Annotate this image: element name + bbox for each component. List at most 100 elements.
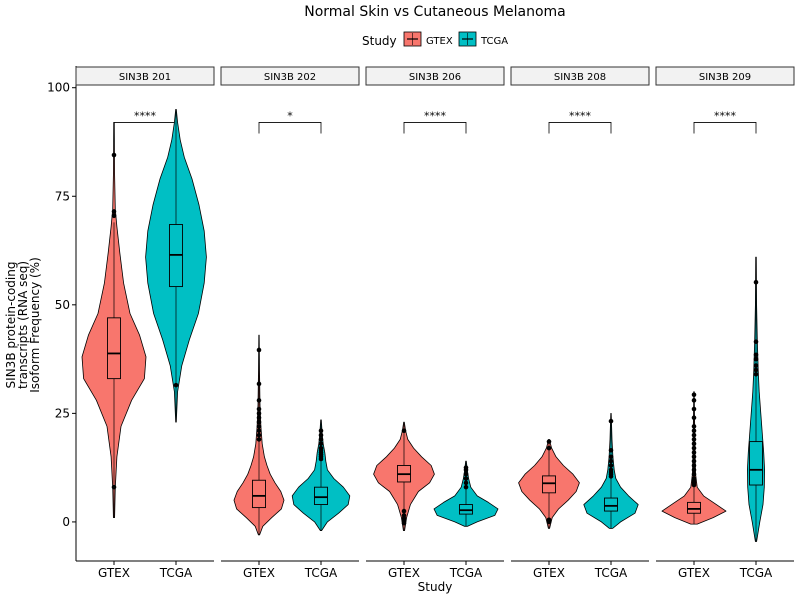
x-tick-label: GTEX bbox=[98, 566, 130, 580]
outlier-point bbox=[753, 279, 759, 285]
violin-tcga bbox=[145, 109, 207, 423]
violin-gtex bbox=[81, 122, 147, 518]
outlier-point bbox=[318, 441, 324, 447]
panel-sin3b-202: SIN3B 202 * GTEX TCGA bbox=[220, 66, 360, 580]
box bbox=[604, 497, 618, 512]
outlier-point bbox=[463, 484, 469, 490]
y-tick-label: 100 bbox=[47, 81, 70, 95]
facet-strip bbox=[220, 66, 360, 86]
outlier-point bbox=[691, 454, 697, 460]
box bbox=[542, 475, 556, 494]
outlier-point bbox=[111, 484, 117, 490]
outlier-point bbox=[546, 439, 552, 444]
outlier-point bbox=[691, 476, 697, 481]
facet-strip bbox=[365, 66, 505, 86]
x-tick-label: TCGA bbox=[304, 566, 338, 580]
outlier-point bbox=[691, 450, 697, 455]
significance-bracket bbox=[113, 122, 177, 134]
facet-strip-label: SIN3B 206 bbox=[409, 72, 461, 83]
legend-label: GTEX bbox=[426, 36, 453, 47]
outlier-point bbox=[691, 398, 697, 403]
legend-item-tcga: TCGA bbox=[458, 31, 508, 47]
outlier-point bbox=[608, 418, 614, 424]
box bbox=[252, 479, 266, 509]
significance-bracket bbox=[693, 122, 757, 134]
outlier-point bbox=[256, 411, 262, 416]
facet-strip bbox=[655, 66, 795, 86]
y-axis: 0 25 50 75 100 bbox=[47, 66, 77, 561]
outlier-point bbox=[256, 432, 262, 438]
outlier-point bbox=[608, 467, 614, 473]
box bbox=[749, 441, 763, 486]
x-tick-label: GTEX bbox=[533, 566, 565, 580]
y-axis-label-line-1: SIN3B protein-coding bbox=[4, 262, 18, 389]
significance-label: **** bbox=[134, 109, 157, 122]
outlier-point bbox=[463, 471, 469, 477]
x-tick-label: GTEX bbox=[243, 566, 275, 580]
outlier-point bbox=[753, 356, 759, 362]
outlier-point bbox=[318, 428, 324, 434]
y-tick-label: 25 bbox=[55, 406, 70, 420]
y-tick-label: 50 bbox=[55, 298, 70, 312]
outlier-point bbox=[256, 347, 262, 353]
x-tick-label: TCGA bbox=[159, 566, 193, 580]
x-tick-label: TCGA bbox=[594, 566, 628, 580]
outlier-point bbox=[463, 480, 469, 486]
outlier-point bbox=[608, 463, 614, 468]
panel-sin3b-209: SIN3B 209 **** GTEX TCGA bbox=[655, 66, 795, 580]
outlier-point bbox=[111, 213, 117, 219]
outlier-point bbox=[256, 428, 262, 434]
panel-sin3b-201: SIN3B 201 **** GTEX TCGA bbox=[75, 66, 215, 580]
outlier-point bbox=[111, 209, 117, 214]
outlier-point bbox=[318, 432, 324, 438]
violin-gtex bbox=[373, 421, 435, 532]
chart-title: Normal Skin vs Cutaneous Melanoma bbox=[304, 4, 566, 20]
outlier-point bbox=[691, 432, 697, 438]
outlier-point bbox=[691, 428, 697, 434]
x-axis-label: Study bbox=[418, 580, 453, 594]
significance-bracket bbox=[258, 122, 322, 134]
box bbox=[107, 317, 121, 380]
y-tick-label: 0 bbox=[62, 515, 70, 529]
box bbox=[687, 501, 701, 514]
outlier-point bbox=[401, 508, 407, 514]
legend-title: Study bbox=[362, 34, 397, 48]
facet-strip bbox=[75, 66, 215, 86]
significance-bracket bbox=[403, 122, 467, 134]
outlier-point bbox=[608, 447, 614, 453]
legend-label: TCGA bbox=[480, 36, 508, 47]
outlier-point bbox=[753, 339, 759, 345]
outlier-point bbox=[753, 363, 759, 368]
y-axis-label-line-3: Isoform Frequency (%) bbox=[28, 257, 42, 393]
facet-strip-label: SIN3B 208 bbox=[554, 72, 606, 83]
outlier-point bbox=[691, 392, 697, 397]
outlier-point bbox=[691, 463, 697, 468]
facet-strip-label: SIN3B 202 bbox=[264, 72, 316, 83]
outlier-point bbox=[691, 467, 697, 473]
outlier-point bbox=[546, 517, 552, 523]
panel-sin3b-208: SIN3B 208 **** GTEX TCGA bbox=[510, 66, 650, 580]
violin-gtex bbox=[233, 334, 285, 536]
facet-strip bbox=[510, 66, 650, 86]
significance-bracket bbox=[548, 122, 612, 134]
y-axis-label: SIN3B protein-coding transcripts (RNA se… bbox=[4, 257, 42, 393]
outlier-point bbox=[401, 428, 407, 434]
outlier-point bbox=[753, 352, 759, 358]
outlier-point bbox=[691, 415, 697, 421]
violin-tcga bbox=[747, 256, 765, 542]
outlier-point bbox=[318, 437, 324, 442]
outlier-point bbox=[173, 382, 179, 388]
x-tick-label: TCGA bbox=[739, 566, 773, 580]
outlier-point bbox=[608, 454, 614, 460]
outlier-point bbox=[256, 424, 262, 429]
outlier-point bbox=[256, 381, 262, 387]
outlier-point bbox=[691, 406, 697, 412]
outlier-point bbox=[691, 441, 697, 447]
violin-gtex bbox=[661, 391, 727, 525]
outlier-point bbox=[256, 398, 262, 403]
outlier-point bbox=[753, 367, 759, 373]
outlier-point bbox=[256, 437, 262, 442]
facet-strip-label: SIN3B 201 bbox=[119, 72, 171, 83]
facet-strip-label: SIN3B 209 bbox=[699, 72, 751, 83]
